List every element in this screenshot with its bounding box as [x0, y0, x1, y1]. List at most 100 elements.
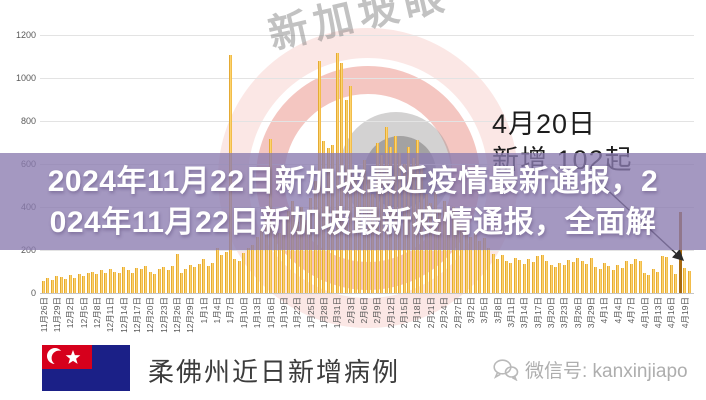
x-axis-label: 4月7日	[626, 297, 637, 324]
x-axis-label: 4月4日	[612, 297, 623, 324]
bar	[456, 222, 460, 293]
bar	[131, 272, 135, 293]
bar	[153, 273, 157, 293]
bar	[99, 270, 103, 293]
bar	[59, 276, 63, 293]
x-axis-label: 2月6日	[359, 297, 370, 324]
bar	[576, 257, 580, 293]
gridline	[40, 35, 694, 36]
bar	[117, 272, 121, 293]
bar	[193, 267, 197, 293]
x-axis-label: 3月8日	[492, 297, 503, 324]
y-axis-label: 800	[20, 116, 36, 126]
bar	[126, 270, 130, 293]
bar	[540, 254, 544, 293]
x-axis-label: 12月17日	[131, 297, 142, 333]
crescent-star-icon	[47, 348, 81, 366]
bar	[643, 272, 647, 293]
bar	[144, 266, 148, 293]
bar	[536, 256, 540, 293]
x-axis-label: 2月24日	[439, 297, 450, 329]
bar	[68, 274, 72, 293]
x-axis-label: 1月10日	[238, 297, 249, 329]
bar	[491, 254, 495, 293]
bar	[549, 265, 553, 293]
bar	[562, 265, 566, 293]
bar	[598, 269, 602, 293]
bar	[522, 263, 526, 293]
bar	[166, 270, 170, 293]
x-axis-label: 2月18日	[412, 297, 423, 329]
bar	[175, 254, 179, 293]
bar	[553, 267, 557, 293]
bar	[90, 271, 94, 293]
bar	[513, 257, 517, 293]
headline-overlay: 2024年11月22日新加坡最近疫情最新通报，2 024年11月22日新加坡最新…	[0, 153, 706, 250]
bar	[496, 258, 500, 293]
bar	[683, 268, 687, 293]
bar	[206, 266, 210, 293]
x-axis-label: 1月22日	[292, 297, 303, 329]
headline-line-1: 2024年11月22日新加坡最近疫情最新通报，2	[47, 164, 659, 198]
bar	[505, 260, 508, 293]
bar	[602, 262, 606, 293]
bar	[669, 265, 673, 293]
bar	[113, 271, 117, 293]
flag-canton	[42, 345, 92, 369]
bar	[611, 270, 615, 293]
bar	[464, 230, 468, 293]
bar	[482, 238, 486, 293]
x-axis-label: 12月26日	[172, 297, 183, 333]
bar	[122, 267, 126, 293]
x-axis-label: 1月28日	[318, 297, 329, 329]
bar	[545, 260, 549, 293]
bar	[171, 266, 175, 293]
bar	[625, 260, 629, 293]
bar	[77, 273, 81, 293]
bar	[531, 261, 535, 293]
bar	[527, 258, 531, 293]
bar	[638, 261, 642, 293]
bar	[656, 271, 660, 293]
bar	[558, 262, 562, 293]
bar	[184, 269, 188, 293]
bar	[180, 272, 183, 293]
bar	[108, 269, 112, 293]
x-axis-label: 1月1日	[198, 297, 209, 324]
bar	[585, 263, 589, 293]
bar	[282, 219, 286, 293]
bar	[500, 255, 504, 293]
x-axis-label: 3月20日	[546, 297, 557, 329]
bar	[651, 269, 655, 293]
bar	[629, 263, 633, 293]
x-axis-label: 12月14日	[118, 297, 129, 333]
x-axis-label: 11月29日	[51, 297, 62, 333]
x-axis-label: 1月4日	[212, 297, 223, 324]
bar	[660, 256, 664, 293]
bar	[55, 275, 59, 293]
bar	[665, 256, 669, 293]
x-axis-label: 2月3日	[345, 297, 356, 324]
bar	[255, 237, 259, 293]
x-axis-label: 1月16日	[265, 297, 276, 329]
bar	[518, 259, 522, 293]
bar	[260, 228, 264, 293]
bar	[607, 266, 611, 293]
bar	[237, 260, 241, 293]
bar	[273, 228, 277, 293]
x-axis-label: 2月21日	[425, 297, 436, 329]
bar	[509, 262, 513, 293]
x-axis-label: 4月1日	[599, 297, 610, 324]
bar	[438, 209, 442, 293]
x-axis-label: 1月13日	[252, 297, 263, 329]
bar	[469, 237, 473, 293]
bar	[473, 232, 477, 293]
bar	[86, 272, 90, 293]
x-axis-label: 12月2日	[65, 297, 76, 329]
bar	[95, 273, 99, 293]
bar	[634, 258, 638, 293]
bar	[620, 268, 624, 293]
x-axis-label: 4月19日	[679, 297, 690, 329]
annotation-date: 4月20日	[492, 109, 597, 139]
bar	[277, 232, 281, 293]
